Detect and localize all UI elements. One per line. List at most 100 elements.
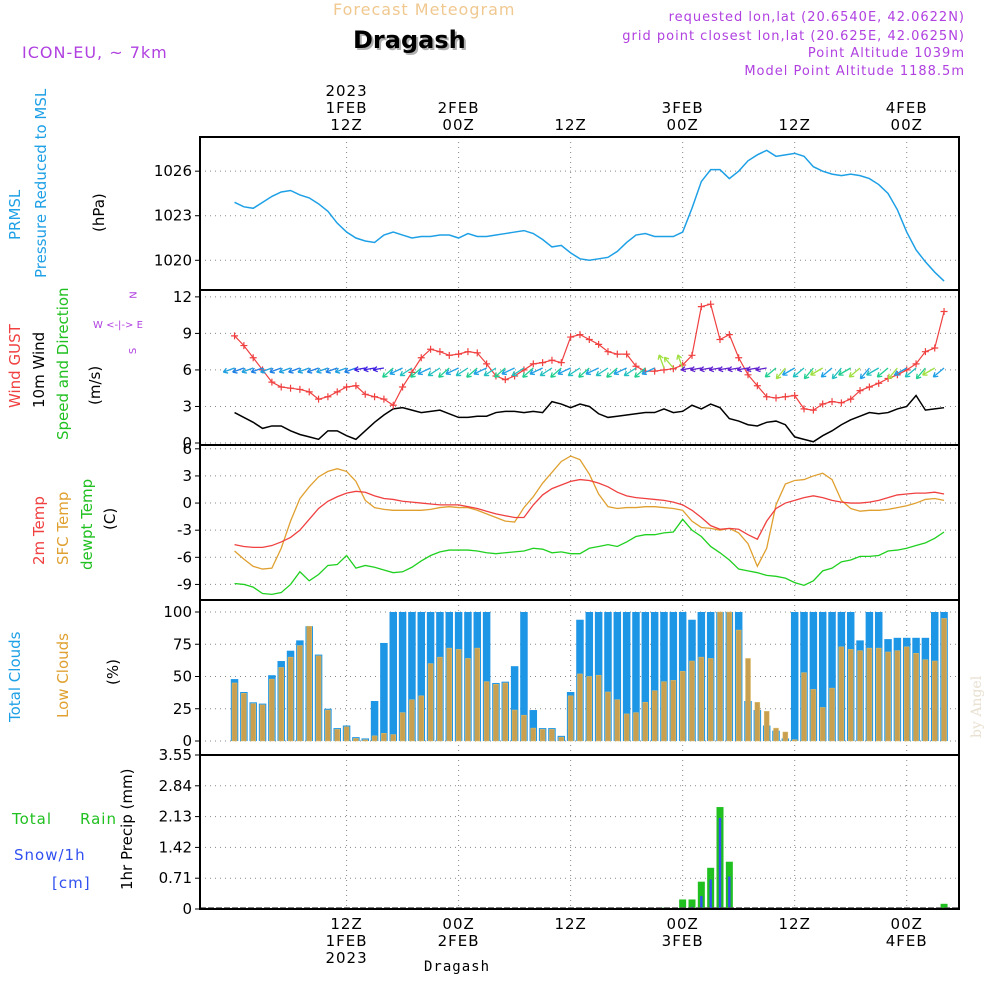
bottom-time-label: 2FEB	[438, 932, 480, 950]
wind-direction-arrow	[657, 354, 665, 369]
y-tick-label: 0	[182, 900, 192, 918]
wind-direction-arrow	[511, 367, 525, 377]
wind-gust-point	[268, 378, 276, 386]
wind-direction-arrow	[382, 367, 394, 378]
y-tick-label: 3	[182, 397, 192, 415]
low-clouds-bar	[315, 655, 322, 742]
wind-gust-point	[464, 348, 472, 356]
wind-gust-point	[548, 356, 556, 364]
wind-direction-arrow	[372, 366, 385, 373]
wind-gust-point	[753, 382, 761, 390]
low-clouds-bar	[810, 689, 817, 742]
y-tick-label: 9	[182, 324, 192, 342]
low-clouds-bar	[278, 667, 284, 742]
wind-gust-point	[912, 360, 920, 368]
snow-bar	[700, 895, 703, 909]
wind-gust-point	[417, 354, 425, 362]
wind-direction-arrow	[529, 367, 543, 376]
wind-direction-arrow	[353, 366, 366, 373]
y-tick-label: 6	[182, 361, 192, 379]
wind-direction-arrow	[718, 366, 730, 373]
snow-label: Snow/1h	[14, 846, 86, 864]
wind-direction-arrow	[859, 367, 870, 380]
wind-gust-point	[389, 401, 397, 409]
rain-bar	[697, 881, 705, 909]
wind-gust-point	[865, 383, 873, 391]
wind-direction-arrow	[676, 354, 684, 369]
wind-speed-series-line	[234, 394, 945, 443]
low-clouds-bar	[903, 646, 910, 742]
low-clouds-bar	[754, 702, 761, 742]
wind-gust-point	[427, 345, 435, 353]
wind-direction-arrow	[399, 367, 413, 377]
low-clouds-bar	[558, 736, 565, 742]
dewpt-series-line	[234, 518, 945, 596]
low-clouds-bar	[409, 699, 415, 742]
low-clouds-bar	[801, 672, 807, 742]
low-clouds-bar	[306, 625, 312, 742]
wind-gust-point	[669, 365, 677, 373]
top-time-label: 00Z	[442, 116, 474, 134]
bottom-time-label: 2023	[325, 949, 367, 967]
wind-gust-point	[735, 354, 743, 362]
y-tick-label: 6	[182, 440, 192, 458]
requested-lonlat: requested lon,lat (20.6540E, 42.0622N)	[668, 10, 965, 25]
wind-direction-arrow	[334, 367, 347, 374]
low-clouds-bar	[941, 618, 947, 742]
wind-gust-point	[343, 383, 351, 391]
total-clouds-bar	[669, 612, 678, 741]
total-clouds-bar	[389, 612, 398, 741]
y-tick-label: 50	[173, 668, 192, 686]
wind-gust-point	[249, 354, 257, 362]
low-clouds-bar	[502, 682, 509, 742]
y-tick-label: 25	[173, 700, 192, 718]
wind-gust-point	[305, 388, 313, 396]
top-time-label: 12Z	[554, 116, 586, 134]
low-clouds-bar	[913, 653, 919, 742]
wind-direction-arrow	[866, 367, 880, 376]
y-tick-label: 0	[182, 494, 192, 512]
sfc-temp-series-line	[234, 455, 945, 570]
low-clouds-bar	[427, 663, 434, 742]
low-clouds-bar	[875, 647, 882, 742]
low-clouds-bar	[287, 656, 294, 742]
low-clouds-bar	[586, 676, 593, 742]
wind-gust-point	[791, 392, 799, 400]
wind-direction-arrow	[550, 367, 562, 378]
y-tick-label: 12	[173, 288, 192, 306]
low-clouds-bar	[829, 687, 835, 742]
panel-frame	[199, 136, 960, 291]
low-clouds-bar	[931, 660, 938, 742]
wind-direction-arrow	[663, 356, 674, 369]
low-clouds-bar	[885, 651, 891, 742]
y-tick-label: 2.84	[159, 777, 192, 795]
low-clouds-bar	[465, 658, 471, 742]
snow-bar	[718, 817, 722, 909]
low-clouds-bar	[521, 714, 527, 742]
low-clouds-bar	[614, 699, 621, 742]
panel-frame	[199, 444, 960, 601]
low-clouds-bar	[390, 734, 397, 742]
total-clouds-bar	[809, 612, 818, 741]
total-clouds-bar	[828, 612, 836, 741]
wind-direction-arrow	[427, 367, 441, 377]
low-clouds-bar	[399, 712, 406, 742]
wind-gust-point	[763, 393, 771, 401]
low-clouds-bar	[343, 726, 350, 742]
low-clouds-bar	[651, 690, 658, 742]
wind-direction-arrow	[344, 367, 357, 374]
wind-direction-arrow	[222, 367, 235, 374]
low-clouds-bar	[511, 709, 518, 742]
y-tick-label: 3	[182, 467, 192, 485]
low-clouds-bar	[689, 660, 695, 742]
wind-gust-point	[921, 348, 929, 356]
wind-gust-point	[809, 406, 817, 414]
rain-bar	[688, 899, 696, 909]
low-clouds-bar	[530, 727, 537, 742]
low-clouds-bar	[670, 680, 677, 742]
bottom-time-label: 00Z	[891, 915, 923, 933]
low-clouds-bar	[567, 695, 574, 742]
grid-point-lonlat: grid point closest lon,lat (20.625E, 42.…	[622, 29, 965, 44]
total-clouds-bar	[818, 612, 827, 741]
low-clouds-bar	[595, 674, 602, 742]
